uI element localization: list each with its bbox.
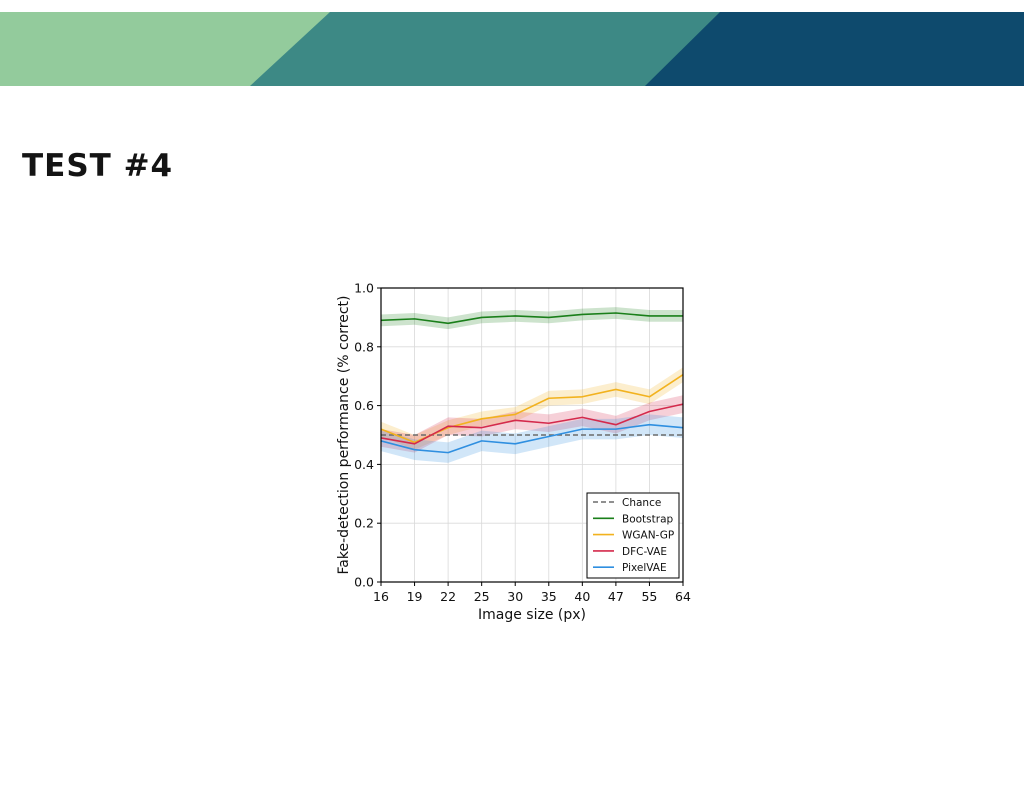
x-tick-label: 35: [541, 589, 557, 604]
bootstrap-band: [381, 307, 683, 330]
x-tick-label: 22: [440, 589, 456, 604]
y-tick-label: 0.4: [354, 457, 374, 472]
dfc-vae-line: [380, 403, 684, 445]
slide-title: TEST #4: [22, 148, 174, 184]
x-tick-label: 64: [675, 589, 691, 604]
legend-label-dfc-vae: DFC-VAE: [622, 546, 667, 558]
legend-label-pixelvae: PixelVAE: [622, 562, 667, 574]
wgan-gp-band: [381, 367, 683, 450]
line-chart: 16 19 22 25 30 35 40 47 55 64 0.00.20.40.60.81.0 …: [336, 281, 691, 624]
x-tick-label: 55: [641, 589, 657, 604]
dfc-vae-band: [381, 395, 683, 453]
x-tick-label: 16: [373, 589, 389, 604]
legend-box: [586, 492, 680, 579]
series-lines: [380, 312, 684, 454]
x-ticks: 16 19 22 25 30 35 40 47 55 64: [373, 582, 691, 604]
x-tick-label: 47: [608, 589, 624, 604]
bootstrap-line: [380, 312, 683, 325]
header-banner: [0, 12, 1024, 86]
x-tick-label: 30: [507, 589, 523, 604]
legend-label-wgan-gp: WGAN-GP: [622, 530, 674, 542]
legend-label-bootstrap: Bootstrap: [622, 513, 674, 525]
y-axis-label: Fake-detection performance (% correct): [336, 296, 352, 575]
y-tick-label: 0.0: [354, 575, 374, 590]
banner-band-navy: [645, 12, 1024, 86]
legend: Chance Bootstrap WGAN-GP DFC-VAE PixelVAE: [586, 492, 680, 579]
pixelvae-line: [380, 423, 684, 454]
y-tick-label: 0.8: [354, 339, 374, 354]
plot-frame: [380, 287, 684, 583]
pixelvae-band: [381, 414, 683, 463]
y-ticks: 0.0 0.2 0.4 0.6 0.8 1.0: [354, 281, 381, 590]
x-axis-label: Image size (px): [478, 607, 586, 623]
x-tick-label: 25: [474, 589, 490, 604]
y-tick-label: 0.6: [354, 398, 374, 413]
x-tick-label: 19: [407, 589, 423, 604]
y-tick-label: 1.0: [354, 281, 374, 296]
legend-label-chance: Chance: [622, 497, 661, 509]
x-tick-label: 40: [574, 589, 590, 604]
y-tick-label: 0.2: [354, 516, 374, 531]
